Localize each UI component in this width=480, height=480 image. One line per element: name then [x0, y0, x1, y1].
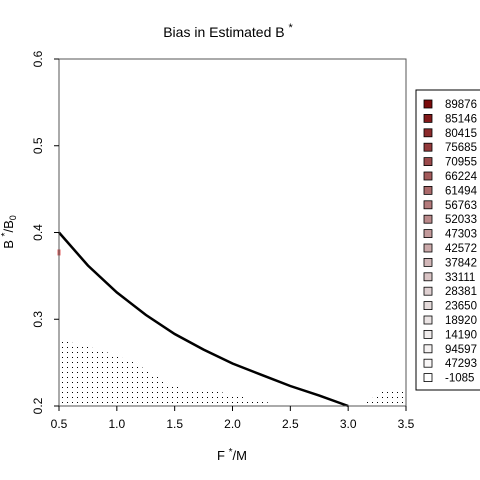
x-axis-label: F */M	[217, 447, 247, 463]
legend-box	[415, 89, 480, 391]
x-tick-label: 1.5	[166, 417, 183, 431]
legend-label: 75685	[445, 142, 477, 154]
legend-label: 37842	[445, 257, 477, 269]
legend-swatch	[423, 358, 433, 368]
dot-region	[359, 388, 406, 406]
y-tick-label: 0.2	[31, 397, 45, 414]
legend-swatch	[423, 99, 433, 109]
x-tick-label: 1.0	[108, 417, 125, 431]
legend-swatch	[423, 257, 433, 267]
x-tick-label: 2.5	[282, 417, 299, 431]
x-tick-label: 3.0	[340, 417, 357, 431]
legend-swatch	[423, 373, 433, 383]
chart-title: Bias in Estimated B *	[163, 22, 293, 40]
legend-swatch	[423, 114, 433, 123]
legend-label: 66224	[445, 171, 478, 183]
legend-label: 47303	[445, 229, 477, 241]
legend-label: 80415	[445, 128, 477, 140]
legend-swatch	[423, 229, 433, 239]
legend-swatch	[423, 286, 433, 296]
legend-label: 56763	[445, 200, 477, 212]
legend-label: 61494	[445, 185, 478, 197]
legend: 89876 85146 80415 75685 70955 66224 61494 56763…	[415, 89, 480, 391]
y-tick-label: 0.4	[31, 224, 45, 241]
legend-swatch	[423, 301, 433, 311]
plot-content	[57, 231, 406, 408]
legend-label: 28381	[445, 286, 477, 298]
legend-label: 94597	[445, 344, 477, 356]
legend-swatch	[423, 185, 433, 195]
legend-swatch	[423, 315, 433, 325]
y-axis: 0.2 0.3 0.4 0.5 0.6	[31, 50, 59, 414]
x-tick-label: 0.5	[51, 417, 68, 431]
legend-label: 89876	[445, 99, 477, 111]
legend-swatch	[423, 142, 433, 152]
curve-line	[58, 231, 349, 408]
y-tick-label: 0.5	[31, 137, 45, 154]
legend-swatch	[423, 344, 433, 354]
legend-swatch	[423, 272, 433, 282]
legend-label: 14190	[445, 329, 477, 341]
legend-label: 18920	[445, 315, 477, 327]
x-tick-label: 3.5	[398, 417, 415, 431]
x-axis: 0.5 1.0 1.5 2.0 2.5 3.0 3.5	[51, 406, 415, 431]
legend-swatch	[423, 128, 433, 138]
legend-swatch	[423, 157, 433, 167]
y-axis-label: B */B0	[0, 215, 18, 249]
legend-label: 52033	[445, 214, 477, 226]
legend-swatch	[423, 243, 433, 253]
legend-label: 70955	[445, 157, 477, 169]
legend-label: -1085	[445, 373, 474, 385]
y-tick-label: 0.6	[31, 50, 45, 67]
legend-swatch	[423, 329, 433, 339]
dot-region	[59, 336, 273, 406]
legend-swatch	[423, 200, 433, 210]
legend-swatch	[423, 214, 433, 224]
legend-label: 85146	[445, 113, 477, 125]
legend-label: 47293	[445, 358, 477, 370]
legend-label: 23650	[445, 301, 477, 313]
legend-label: 33111	[445, 272, 475, 284]
legend-label: 42572	[445, 243, 477, 255]
y-tick-label: 0.3	[31, 311, 45, 328]
legend-swatch	[423, 171, 433, 181]
x-tick-label: 2.0	[224, 417, 241, 431]
